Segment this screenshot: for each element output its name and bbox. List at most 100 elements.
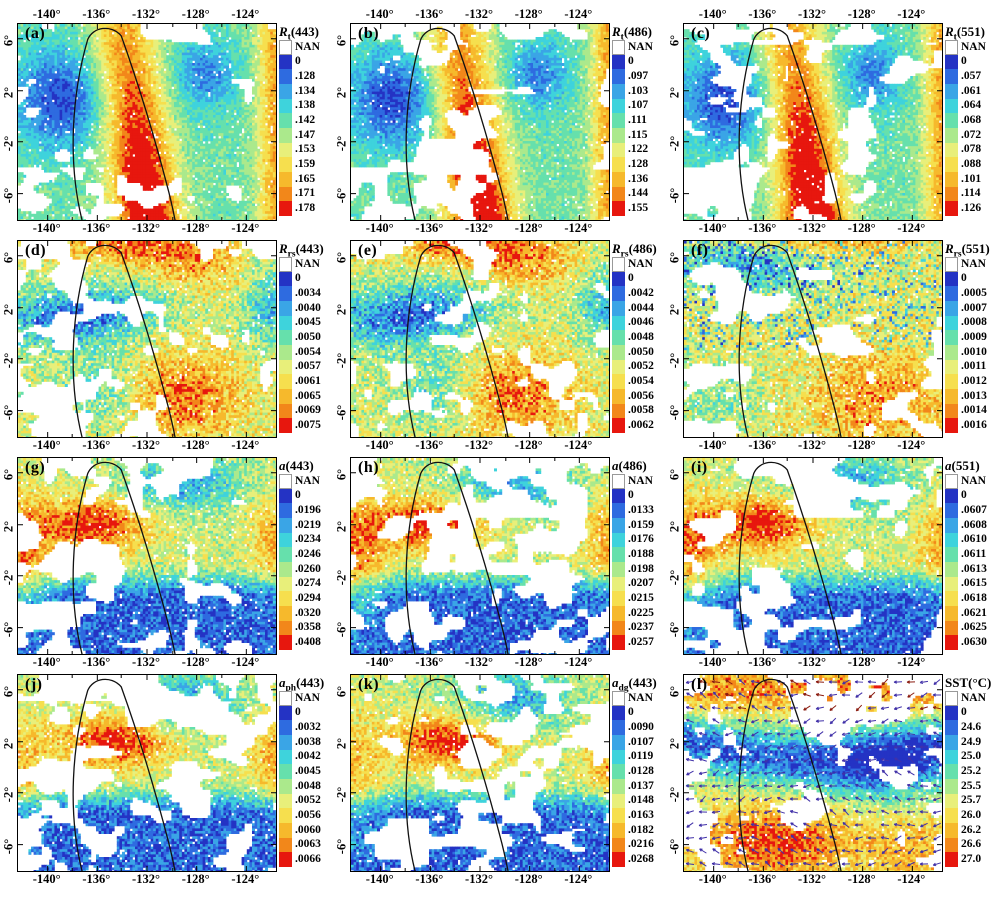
x-tick-label: -132° xyxy=(465,438,493,452)
colorbar-value: .0630 xyxy=(961,635,987,648)
colorbar-value: .114 xyxy=(961,187,981,200)
colorbar-chip xyxy=(279,389,292,404)
colorbar-chip xyxy=(612,852,625,868)
colorbar-entry: .0011 xyxy=(945,359,999,375)
colorbar-title: aph(443) xyxy=(279,674,333,694)
colorbar-chip xyxy=(945,301,958,316)
colorbar: NAN 0 24.6 24.9 25.0 25.2 25.5 25.7 26.0 26.2 26.6… xyxy=(945,691,999,868)
panel-g: 6° 2° -2° -6° (g) a(443) NAN 0.0196 .0219 .023… xyxy=(0,457,333,674)
colorbar-value: .0207 xyxy=(628,577,654,590)
colorbar-entry: .0007 xyxy=(945,301,999,316)
x-axis-labels: -140° -136° -132° -128° -124° xyxy=(333,3,666,23)
x-tick-label: -132° xyxy=(798,872,826,886)
colorbar-chip xyxy=(945,793,958,809)
y-axis-labels: 6° 2° -2° -6° xyxy=(0,674,17,870)
colorbar-chip xyxy=(945,764,958,780)
colorbar-entry: 0 xyxy=(279,705,333,721)
x-tick-label: -140° xyxy=(365,655,394,669)
panel-c: -140° -136° -132° -128° -124° 6° 2° -2° -6° (c)… xyxy=(666,3,999,240)
colorbar-entry: .0034 xyxy=(279,286,333,302)
colorbar-value: 26.0 xyxy=(961,808,982,821)
colorbar-value: .0060 xyxy=(295,823,321,836)
colorbar-chip xyxy=(945,503,958,519)
colorbar: NAN 0.057 .061 .064.068 .072 .078.088 .101 .114… xyxy=(945,40,999,217)
colorbar-chip xyxy=(612,172,625,187)
colorbar-chip xyxy=(612,142,625,158)
x-axis-labels: -140° -136° -132° -128° -124° xyxy=(666,870,999,891)
colorbar-entry: .064 xyxy=(945,98,999,114)
colorbar-value: NAN xyxy=(961,257,986,270)
colorbar-chip xyxy=(279,720,292,736)
colorbar-chip xyxy=(945,720,958,736)
colorbar-chip xyxy=(612,84,625,99)
colorbar-chip xyxy=(279,40,292,55)
colorbar-entry: NAN xyxy=(279,474,333,489)
colorbar-value: .0196 xyxy=(295,503,321,516)
x-tick-label: -128° xyxy=(514,221,543,235)
colorbar-entry: .103 xyxy=(612,84,666,99)
colorbar-chip xyxy=(945,84,958,99)
map-row: 6° 2° -2° -6° (l) SST(°C) NAN 0 24.6 24.9 25.0 2… xyxy=(666,674,999,872)
colorbar-chip xyxy=(279,620,292,636)
colorbar-chip xyxy=(612,808,625,824)
quantity-wavelength: (551) xyxy=(961,241,990,256)
colorbar-chip xyxy=(945,69,958,85)
colorbar-entry: .0008 xyxy=(945,315,999,331)
colorbar-value: NAN xyxy=(961,40,986,53)
colorbar-entry: .0009 xyxy=(945,330,999,346)
y-tick-label: 2° xyxy=(667,737,682,749)
colorbar-value: .147 xyxy=(295,128,316,141)
map-canvas xyxy=(684,675,942,871)
colorbar-entry: .0065 xyxy=(279,389,333,404)
x-tick-label: -132° xyxy=(465,221,493,235)
y-tick-label: 2° xyxy=(1,86,16,98)
quantity-wavelength: (443) xyxy=(628,675,657,690)
y-axis-labels: 6° 2° -2° -6° xyxy=(0,23,17,219)
colorbar-value: .0007 xyxy=(961,301,987,314)
colorbar-chip xyxy=(279,606,292,621)
colorbar-value: 25.5 xyxy=(961,779,982,792)
x-tick-label: -140° xyxy=(698,438,727,452)
colorbar-entry: .0621 xyxy=(945,606,999,621)
colorbar-value: .138 xyxy=(295,99,316,112)
colorbar-value: .165 xyxy=(295,172,316,185)
colorbar-value: .0052 xyxy=(295,794,321,807)
colorbar-chip xyxy=(612,793,625,809)
colorbar-entry: NAN xyxy=(612,257,666,272)
y-tick-label: 6° xyxy=(667,34,682,46)
y-tick-label: 6° xyxy=(667,251,682,263)
colorbar-chip xyxy=(945,591,958,607)
colorbar-value: 24.6 xyxy=(961,720,982,733)
colorbar-chip xyxy=(279,330,292,346)
colorbar-entry: .0013 xyxy=(945,389,999,404)
colorbar-chip xyxy=(612,69,625,85)
y-tick-label: -6° xyxy=(667,404,682,420)
colorbar-value: .0198 xyxy=(628,562,654,575)
x-tick-label: -128° xyxy=(181,7,210,21)
colorbar-chip xyxy=(612,201,625,217)
colorbar-entry: .078 xyxy=(945,142,999,158)
y-tick-label: 2° xyxy=(334,520,349,532)
colorbar-chip xyxy=(279,691,292,706)
colorbar-chip xyxy=(945,345,958,360)
x-tick-label: -124° xyxy=(897,221,926,235)
x-axis-labels: -140° -136° -132° -128° -124° xyxy=(0,436,333,457)
colorbar-chip xyxy=(279,488,292,504)
colorbar-entry: .0188 xyxy=(612,547,666,563)
colorbar-entry: .178 xyxy=(279,201,333,217)
colorbar-value: 0 xyxy=(961,706,967,719)
colorbar: NAN 0.0042 .0044 .0046.0048 .0050 .0052.0054.… xyxy=(612,257,666,434)
x-tick-label: -128° xyxy=(514,872,543,886)
colorbar-entry: NAN xyxy=(612,474,666,489)
colorbar-title: Rrs(486) xyxy=(612,240,666,260)
colorbar-chip xyxy=(279,98,292,114)
colorbar-entry: .0050 xyxy=(612,345,666,360)
y-tick-label: 2° xyxy=(1,520,16,532)
colorbar-entry: .138 xyxy=(279,98,333,114)
colorbar-entry: .0045 xyxy=(279,764,333,780)
quantity-wavelength: (486) xyxy=(628,241,657,256)
colorbar-value: 27.0 xyxy=(961,852,982,865)
colorbar-entry: .0032 xyxy=(279,720,333,736)
colorbar-value: 0 xyxy=(295,489,301,502)
